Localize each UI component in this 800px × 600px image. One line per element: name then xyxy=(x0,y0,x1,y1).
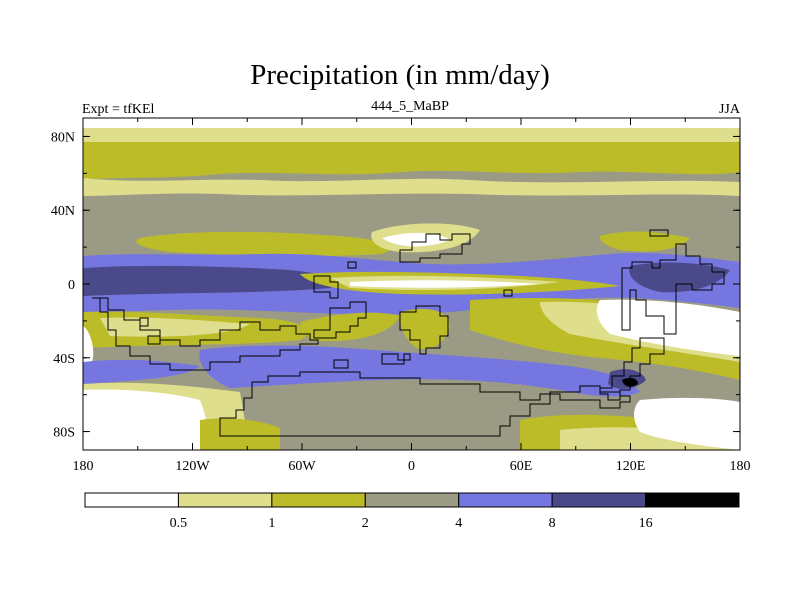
coast-east-south-tip xyxy=(599,337,665,401)
field-antarctic-white-e xyxy=(634,397,740,450)
x-tick-label: 0 xyxy=(408,459,415,474)
y-tick-label: 80N xyxy=(51,130,75,145)
coast-antarctica xyxy=(219,371,631,437)
coastlines xyxy=(92,229,725,437)
coast-atlantic-land xyxy=(313,275,339,299)
map-field xyxy=(83,118,740,450)
colorbar-swatch xyxy=(645,492,740,508)
coast-east-north xyxy=(649,229,669,237)
coast-island-b xyxy=(333,359,349,369)
axis-ticks: 180 120W 60W 0 60E 120E 180 80N 40N 0 40S 80S xyxy=(51,118,751,474)
coast-africa xyxy=(399,305,449,355)
colorbar-label: 0.5 xyxy=(170,516,188,531)
coast-north-continent xyxy=(399,233,471,263)
y-tick-label: 40N xyxy=(51,204,75,219)
x-tick-label: 60E xyxy=(510,459,533,474)
period-label: 444_5_MaBP xyxy=(371,99,449,114)
x-tick-label: 180 xyxy=(730,459,751,474)
coast-island-a xyxy=(381,353,411,365)
coast-island-c xyxy=(503,289,513,297)
x-tick-label: 120W xyxy=(175,459,210,474)
field-n-midlat-white xyxy=(382,232,450,247)
colorbar-label: 1 xyxy=(268,516,275,531)
colorbar-swatch xyxy=(271,492,366,508)
colorbar-label: 16 xyxy=(639,516,653,531)
colorbar-swatch xyxy=(551,492,647,508)
colorbar-swatch xyxy=(364,492,460,508)
colorbar-swatch xyxy=(458,492,553,508)
field-equator-white xyxy=(350,280,540,288)
experiment-label: Expt = tfKEl xyxy=(82,102,155,117)
coast-west-island-2 xyxy=(139,317,149,327)
field-asia-olive xyxy=(599,231,690,252)
coast-atlantic-land-2 xyxy=(313,301,367,339)
y-tick-label: 40S xyxy=(53,352,75,367)
colorbar-label: 8 xyxy=(549,516,556,531)
colorbar-label: 2 xyxy=(362,516,369,531)
colorbar: 0.5 1 2 4 8 16 xyxy=(84,492,740,531)
map-title: Precipitation (in mm/day) xyxy=(250,59,550,91)
field-s-subtrop-light xyxy=(100,317,250,337)
x-tick-label: 60W xyxy=(288,459,316,474)
field-n-midlat-olive xyxy=(136,231,391,257)
field-tropical-darkblue xyxy=(83,265,338,296)
field-indian-darkblue xyxy=(629,262,730,293)
x-tick-label: 180 xyxy=(73,459,94,474)
colorbar-swatch xyxy=(177,492,273,508)
field-north-olive xyxy=(83,142,740,180)
coast-west-island xyxy=(147,335,161,345)
y-tick-label: 80S xyxy=(53,426,75,441)
x-tick-label: 120E xyxy=(616,459,646,474)
field-arctic-light xyxy=(83,128,740,144)
coast-east-continent xyxy=(621,243,725,335)
field-s-midlat-blue xyxy=(199,345,640,397)
field-s-pacific-blue xyxy=(83,359,200,384)
field-australia-white xyxy=(596,299,740,356)
field-antarctic-white-w xyxy=(83,389,208,450)
coast-island-d xyxy=(347,261,357,269)
y-tick-label: 0 xyxy=(68,278,75,293)
field-sw-white xyxy=(83,326,94,362)
season-label: JJA xyxy=(718,102,740,117)
field-s-africa-olive xyxy=(399,308,450,350)
field-north-light-band xyxy=(83,178,740,196)
colorbar-swatch xyxy=(84,492,179,508)
colorbar-label: 4 xyxy=(455,516,462,531)
